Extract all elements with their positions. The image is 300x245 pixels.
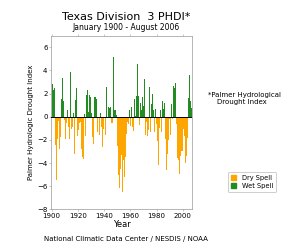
X-axis label: Year: Year [112, 220, 130, 229]
Text: Texas Division  3 PHDI*: Texas Division 3 PHDI* [62, 12, 190, 22]
Text: *Palmer Hydrological
    Drought Index: *Palmer Hydrological Drought Index [208, 91, 281, 105]
Text: January 1900 - August 2006: January 1900 - August 2006 [72, 23, 180, 32]
Y-axis label: Palmer Hydrologic Drought Index: Palmer Hydrologic Drought Index [28, 65, 34, 180]
Legend: Dry Spell, Wet Spell: Dry Spell, Wet Spell [227, 172, 276, 192]
Text: National Climatic Data Center / NESDIS / NOAA: National Climatic Data Center / NESDIS /… [44, 236, 208, 242]
